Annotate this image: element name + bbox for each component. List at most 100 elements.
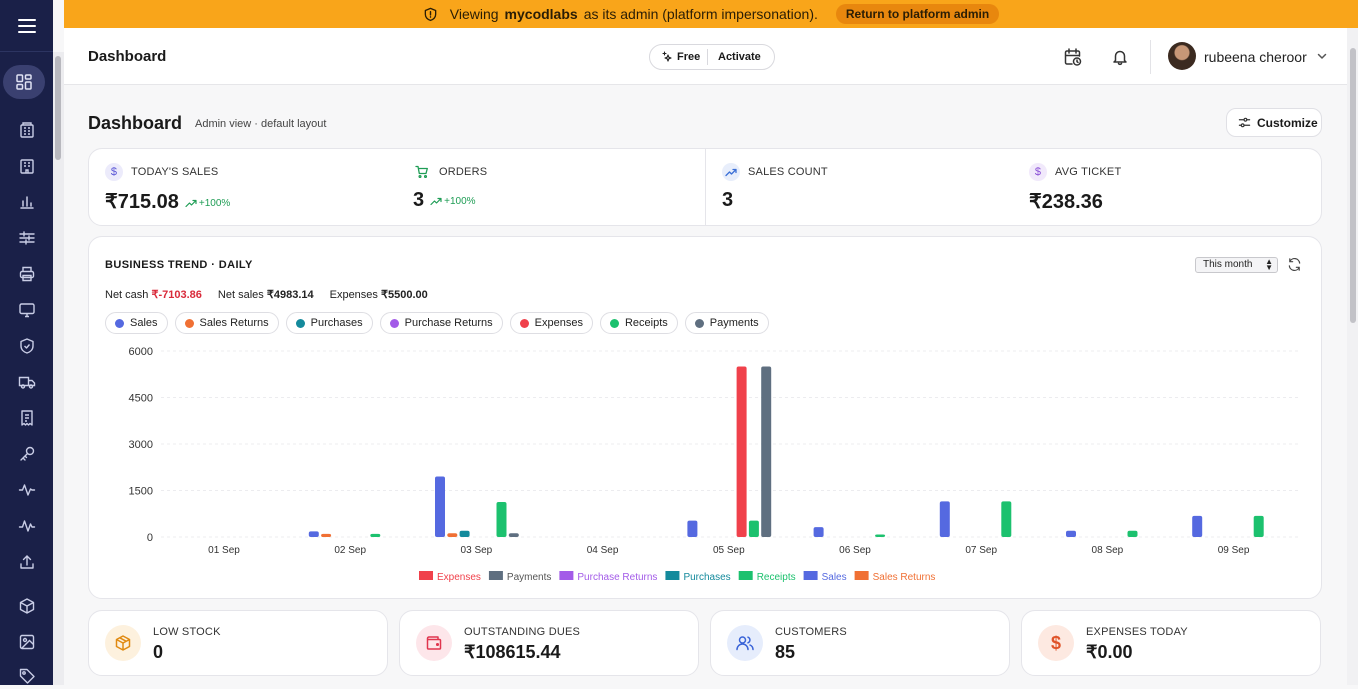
customers-card[interactable]: CUSTOMERS 85 [710, 610, 1010, 676]
kpi-divider [705, 149, 706, 225]
sidebar-item-gallery[interactable] [11, 629, 42, 655]
menu-button[interactable] [0, 0, 53, 52]
x-tick-label: 07 Sep [965, 545, 997, 556]
trend-summary: Net cash ₹-7103.86 Net sales ₹4983.14 Ex… [105, 288, 428, 301]
chart-title: BUSINESS TREND · DAILY [105, 259, 253, 271]
return-to-admin-button[interactable]: Return to platform admin [835, 4, 1000, 24]
impersonation-banner: Viewing mycodlabs as its admin (platform… [64, 0, 1358, 28]
low-stock-card[interactable]: LOW STOCK 0 [88, 610, 388, 676]
bar [736, 366, 747, 537]
range-select[interactable]: This month ▲ ▼ [1195, 257, 1278, 273]
dot-icon [115, 318, 124, 328]
x-tick-label: 06 Sep [839, 545, 871, 556]
legend-label: Purchase Returns [577, 572, 657, 583]
printer-icon [19, 266, 34, 282]
avatar[interactable] [1168, 42, 1196, 70]
chip-label: Expenses [534, 317, 583, 329]
sidebar-item-reports[interactable] [11, 189, 42, 215]
select-arrows-icon: ▲ ▼ [1265, 257, 1273, 272]
expenses-today-card[interactable]: $ EXPENSES TODAY ₹0.00 [1021, 610, 1321, 676]
legend-label: Expenses [437, 572, 481, 583]
series-chip[interactable]: Purchases [285, 312, 373, 334]
topbar-title: Dashboard [88, 48, 167, 65]
banner-suffix: as its admin (platform impersonation). [583, 6, 818, 22]
kpi-value: 3 [722, 189, 734, 211]
schedule-button[interactable] [1062, 46, 1084, 68]
kpi-trend: +100% [185, 198, 230, 209]
bar [1192, 515, 1203, 537]
y-tick-label: 0 [147, 532, 153, 544]
series-chip[interactable]: Purchase Returns [379, 312, 503, 334]
kpi-value: ₹238.36 [1029, 191, 1103, 213]
series-chip[interactable]: Payments [684, 312, 769, 334]
notifications-button[interactable] [1109, 46, 1131, 68]
bar [1253, 515, 1264, 537]
sidebar-item-activity[interactable] [11, 477, 42, 503]
shield-icon [19, 338, 34, 354]
sidebar-item-products[interactable] [11, 593, 42, 619]
sidebar [0, 0, 53, 685]
trend-up-icon [185, 199, 197, 208]
plan-label: Free [677, 51, 701, 63]
sidebar-item-dashboard[interactable] [3, 65, 45, 99]
sparkle-icon [662, 51, 672, 62]
series-chip[interactable]: Expenses [509, 312, 593, 334]
users-icon [727, 625, 763, 661]
grid-icon [16, 74, 32, 90]
chip-label: Purchases [310, 317, 363, 329]
key-icon [19, 446, 34, 461]
refresh-icon[interactable] [1287, 257, 1302, 272]
bar [761, 366, 772, 537]
dot-icon [389, 318, 399, 328]
page-scrollbar[interactable] [1347, 28, 1358, 685]
dot-icon [694, 318, 704, 328]
sidebar-item-pos[interactable] [11, 297, 42, 323]
series-chip[interactable]: Receipts [599, 312, 678, 334]
chevron-down-icon[interactable] [1316, 50, 1328, 62]
building-icon [19, 122, 34, 138]
y-tick-label: 6000 [129, 346, 153, 358]
customize-label: Customize [1257, 115, 1318, 130]
trend-up-icon [430, 197, 442, 206]
bar [508, 533, 519, 537]
sidebar-item-keys[interactable] [11, 441, 42, 467]
bar [1127, 530, 1138, 537]
hamburger-icon [17, 18, 36, 33]
sidebar-item-pulse[interactable] [11, 513, 42, 539]
sidebar-item-settings[interactable] [11, 225, 42, 251]
sidebar-item-stores[interactable] [11, 153, 42, 179]
sidebar-scrollbar[interactable] [53, 52, 64, 685]
sidebar-item-buildings[interactable] [11, 117, 42, 143]
net-sales-label: Net sales [217, 289, 264, 301]
plan-free[interactable]: Free [650, 49, 708, 65]
sidebar-item-delivery[interactable] [11, 369, 42, 395]
kpi-label: ORDERS [439, 166, 488, 178]
kpi-orders: ORDERS 3 +100% [413, 163, 487, 212]
outstanding-dues-card[interactable]: OUTSTANDING DUES ₹108615.44 [399, 610, 699, 676]
sidebar-item-security[interactable] [11, 333, 42, 359]
series-chip[interactable]: Sales [105, 312, 168, 334]
legend-label: Sales [822, 572, 847, 583]
kpi-sales-count: SALES COUNT 3 [722, 163, 828, 212]
kpi-trend-value: +100% [444, 196, 476, 207]
net-cash-label: Net cash [105, 289, 149, 301]
topbar-divider [1150, 40, 1151, 74]
pulse-icon [18, 520, 35, 532]
bar [459, 530, 470, 537]
kpi-value: 3 [413, 189, 425, 211]
sidebar-item-print[interactable] [11, 261, 42, 287]
sidebar-item-ledger[interactable] [11, 405, 42, 431]
user-name[interactable]: rubeena cheroor [1204, 49, 1307, 65]
sidebar-item-upload[interactable] [11, 549, 42, 575]
sidebar-item-tags[interactable] [11, 663, 42, 689]
activate-button[interactable]: Activate [718, 51, 761, 63]
banner-org: mycodlabs [504, 6, 578, 22]
legend-label: Receipts [757, 572, 796, 583]
upload-icon [19, 555, 34, 569]
page-title: Dashboard [88, 113, 183, 133]
customize-button[interactable]: Customize [1226, 108, 1322, 137]
sliders-icon [18, 231, 35, 245]
legend-swatch [665, 571, 680, 580]
bar [308, 531, 319, 537]
series-chip[interactable]: Sales Returns [174, 312, 279, 334]
